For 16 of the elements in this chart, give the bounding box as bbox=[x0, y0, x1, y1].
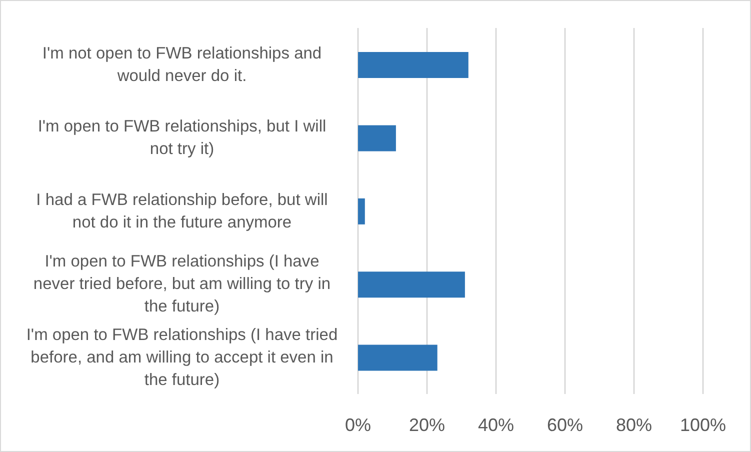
y-tick-label: I'm open to FWB relationships (I have tried before, and am willing to accept it even in the future) bbox=[26, 326, 338, 389]
y-tick-label: I'm not open to FWB relationships and would never do it. bbox=[42, 44, 322, 85]
bar bbox=[358, 52, 468, 78]
y-tick-label: I'm open to FWB relationships (I have never tried before, but am willing to try in the future) bbox=[33, 252, 331, 316]
x-tick-label: 20% bbox=[408, 414, 446, 435]
x-tick-label: 80% bbox=[616, 414, 652, 435]
y-tick-label: I had a FWB relationship before, but will not do it in the future anymore bbox=[36, 190, 328, 232]
bar bbox=[358, 272, 465, 298]
x-tick-label: 100% bbox=[680, 414, 726, 435]
bar bbox=[358, 125, 396, 152]
x-tick-label: 40% bbox=[478, 414, 514, 435]
y-tick-label: I'm open to FWB relationships, but I will not try it) bbox=[38, 118, 326, 158]
x-tick-label: 0% bbox=[344, 414, 372, 435]
bar bbox=[358, 344, 438, 371]
bar bbox=[358, 198, 365, 224]
x-tick-label: 60% bbox=[546, 414, 584, 435]
